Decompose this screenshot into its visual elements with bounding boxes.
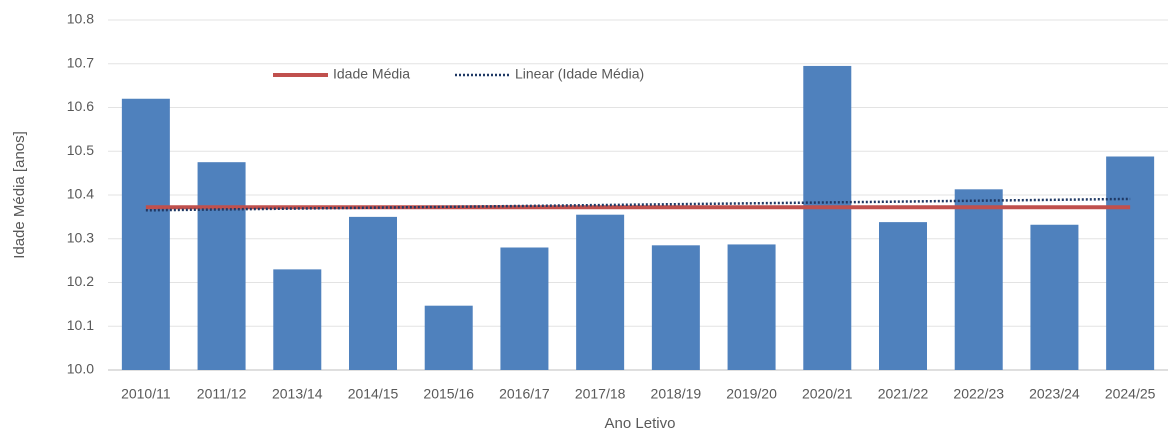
bar bbox=[500, 247, 549, 370]
bar bbox=[727, 244, 776, 370]
y-tick-label: 10.1 bbox=[67, 317, 94, 333]
bar bbox=[576, 214, 625, 370]
legend-label: Linear (Idade Média) bbox=[515, 66, 644, 82]
x-tick-label: 2010/11 bbox=[121, 386, 171, 402]
bar bbox=[803, 65, 852, 370]
x-tick-label: 2015/16 bbox=[423, 386, 474, 402]
y-tick-label: 10.0 bbox=[67, 361, 94, 377]
y-tick-label: 10.4 bbox=[67, 186, 94, 202]
x-tick-label: 2019/20 bbox=[726, 386, 777, 402]
bar bbox=[1030, 224, 1079, 370]
bar bbox=[954, 189, 1003, 370]
bar bbox=[197, 162, 246, 370]
bar bbox=[273, 269, 322, 370]
bar bbox=[1106, 156, 1155, 370]
bar bbox=[879, 222, 927, 370]
x-tick-label: 2013/14 bbox=[272, 386, 323, 402]
x-tick-label: 2011/12 bbox=[197, 386, 247, 402]
x-tick-label: 2021/22 bbox=[878, 386, 929, 402]
x-tick-label: 2020/21 bbox=[802, 386, 853, 402]
y-tick-label: 10.8 bbox=[67, 11, 94, 27]
x-tick-label: 2024/25 bbox=[1105, 386, 1156, 402]
y-tick-label: 10.7 bbox=[67, 54, 94, 70]
y-tick-label: 10.2 bbox=[67, 273, 94, 289]
x-tick-label: 2017/18 bbox=[575, 386, 626, 402]
x-tick-label: 2018/19 bbox=[651, 386, 702, 402]
y-tick-label: 10.5 bbox=[67, 142, 94, 158]
bar bbox=[349, 216, 397, 370]
bar bbox=[121, 98, 170, 370]
line-series bbox=[145, 197, 1131, 212]
y-tick-label: 10.3 bbox=[67, 229, 94, 245]
y-axis-title: Idade Média [anos] bbox=[11, 131, 28, 259]
x-axis-title: Ano Letivo bbox=[605, 415, 676, 432]
x-tick-label: 2016/17 bbox=[499, 386, 550, 402]
bar bbox=[424, 305, 473, 370]
x-tick-label: 2022/23 bbox=[953, 386, 1004, 402]
x-tick-label: 2023/24 bbox=[1029, 386, 1080, 402]
x-tick-label: 2014/15 bbox=[348, 386, 399, 402]
y-tick-label: 10.6 bbox=[67, 98, 94, 114]
bar bbox=[651, 245, 700, 370]
legend-label: Idade Média bbox=[333, 66, 410, 82]
